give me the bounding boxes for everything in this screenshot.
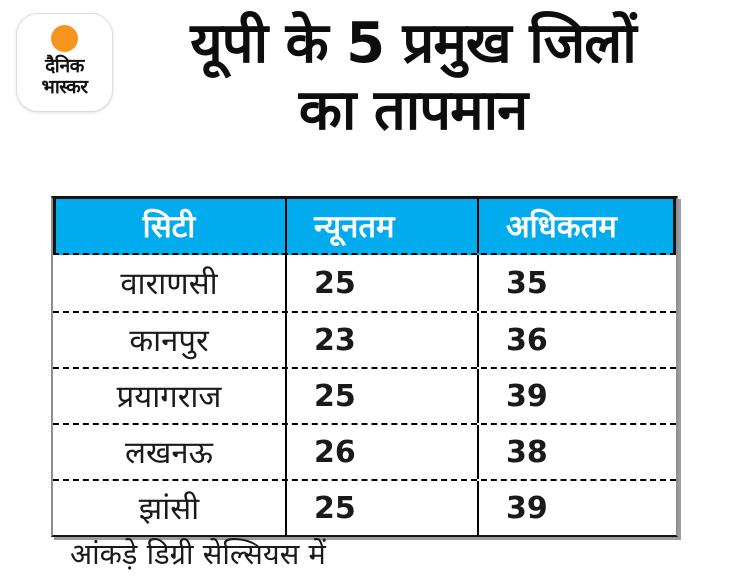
table-row-prayagraj: प्रयागराज 25 39 [53, 367, 676, 423]
min-temp-cell: 25 [285, 481, 477, 535]
city-cell: कानपुर [129, 323, 209, 359]
table-row-kanpur: कानपुर 23 36 [53, 311, 676, 367]
header-cell-max: अधिकतम [477, 199, 676, 253]
logo-text-line1: दैनिक [45, 55, 84, 77]
max-temp-cell: 36 [477, 313, 676, 367]
table-row-jhansi: झांसी 25 39 [53, 479, 676, 535]
city-cell: वाराणसी [120, 266, 218, 302]
logo-text-line2: भास्कर [41, 76, 88, 98]
max-temp-cell: 39 [477, 481, 676, 535]
min-temp-cell: 25 [285, 369, 477, 423]
max-temp-cell: 39 [477, 369, 676, 423]
min-temp-cell: 26 [285, 425, 477, 479]
sun-dot-icon [51, 25, 78, 52]
units-footnote: आंकड़े डिग्री सेल्सियस में [70, 537, 326, 571]
city-cell: प्रयागराज [116, 379, 222, 415]
min-temp-cell: 23 [285, 313, 477, 367]
header-cell-city: सिटी [142, 209, 196, 245]
table-row-lucknow: लखनऊ 26 38 [53, 423, 676, 479]
city-cell: लखनऊ [125, 435, 213, 471]
dainik-bhaskar-logo: दैनिक भास्कर [16, 13, 113, 112]
header-cell-min: न्यूनतम [285, 199, 477, 253]
table-row-varanasi: वाराणसी 25 35 [53, 255, 676, 311]
title-line1: यूपी के 5 प्रमुख जिलों [190, 11, 636, 76]
table-header-row: सिटी न्यूनतम अधिकतम [53, 199, 676, 255]
max-temp-cell: 35 [477, 255, 676, 311]
title-line2: का तापमान [298, 78, 528, 143]
temperature-table: सिटी न्यूनतम अधिकतम वाराणसी 25 35 कानपुर… [51, 196, 678, 537]
min-temp-cell: 25 [285, 255, 477, 311]
max-temp-cell: 38 [477, 425, 676, 479]
city-cell: झांसी [138, 491, 200, 527]
page-title: यूपी के 5 प्रमुख जिलों का तापमान [118, 10, 708, 144]
